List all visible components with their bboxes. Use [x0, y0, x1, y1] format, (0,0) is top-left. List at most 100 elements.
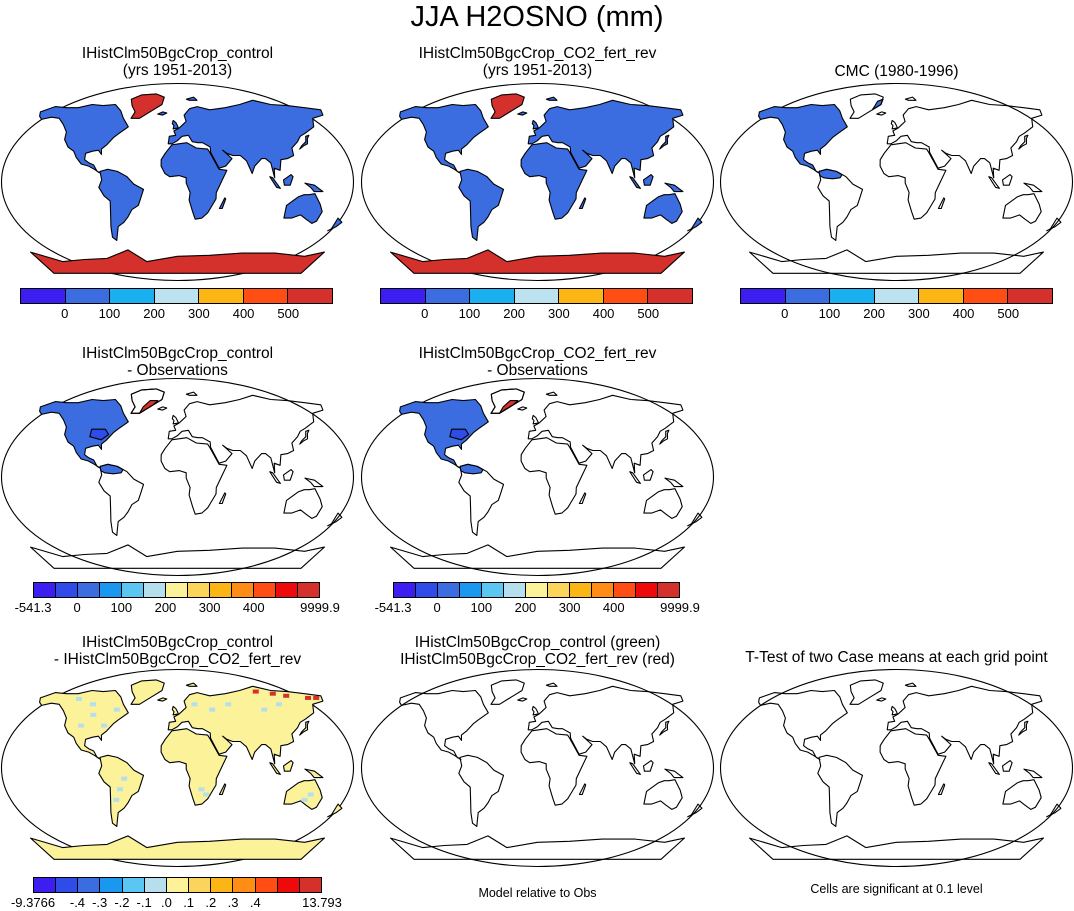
colorbar-swatch	[460, 583, 482, 597]
colorbar-swatch	[154, 289, 200, 303]
landmass-iceland	[517, 111, 528, 116]
anomaly-cell	[261, 707, 268, 712]
colorbar-swatch	[243, 289, 289, 303]
landmass-eurasia	[886, 685, 1043, 765]
landmass-greenland	[490, 388, 525, 414]
colorbar-swatch	[122, 583, 144, 597]
landmass-iceland	[876, 697, 887, 702]
map-ttest	[719, 668, 1074, 868]
colorbar-swatch	[438, 583, 460, 597]
colorbar-tick-label: 200	[514, 600, 537, 615]
colorbar-tick-label: 400	[602, 600, 625, 615]
colorbar-tick-label: -.3	[92, 895, 108, 910]
colorbar-swatch	[254, 583, 276, 597]
colorbar-tick-label: 300	[907, 306, 930, 321]
landmass-svalbard	[185, 96, 198, 101]
colorbar-swatch	[592, 583, 614, 597]
anomaly-cell	[121, 776, 128, 781]
landmass-greenland	[849, 679, 884, 705]
landmass-madagascar	[218, 197, 227, 210]
landmass-africa	[879, 142, 947, 220]
landmass-japan	[1018, 720, 1029, 736]
colorbar-swatch	[211, 878, 234, 892]
landmass-eurasia	[167, 685, 324, 765]
landmass-newzealand	[687, 803, 703, 818]
landmass-sumatra	[269, 471, 281, 484]
landmass-borneo	[642, 174, 654, 186]
landmass-eurasia	[527, 394, 684, 474]
colorbar-swatch	[78, 878, 101, 892]
landmass-japan	[299, 720, 310, 736]
colorbar-tick-label: 13.793	[302, 895, 342, 910]
colorbar-swatch	[526, 583, 548, 597]
colorbar-swatch	[614, 583, 636, 597]
panel-title-line2: - IHistClm50BgcCrop_CO2_fert_rev	[53, 651, 302, 668]
colorbar-swatch	[470, 289, 515, 303]
colorbar-swatch	[874, 289, 920, 303]
anomaly-cell-positive	[283, 693, 290, 698]
colorbar-tick-label: 500	[277, 306, 300, 321]
anomaly-cell-positive	[313, 695, 320, 700]
colorbar-tick-label: 500	[637, 306, 660, 321]
colorbar-swatch	[21, 289, 66, 303]
colorbar-swatch	[504, 583, 526, 597]
panel-title-control-obs: IHistClm50BgcCrop_control - Observations	[0, 345, 355, 379]
panel-title-line1: IHistClm50BgcCrop_CO2_fert_rev	[418, 345, 657, 362]
colorbar-swatch	[830, 289, 875, 303]
landmass-uk	[531, 414, 539, 425]
colorbar-tick-label: -541.3	[14, 600, 52, 615]
colorbar-swatch	[144, 878, 167, 892]
landmass-greenland	[490, 679, 525, 705]
landmass-eurasia	[527, 99, 684, 179]
colorbar-swatch	[34, 878, 57, 892]
landmass-uk	[171, 414, 179, 425]
colorbar-swatch	[56, 878, 79, 892]
anomaly-cell	[225, 702, 232, 707]
map-cmc	[719, 82, 1074, 282]
anomaly-cell	[116, 787, 123, 792]
landmass-australia	[643, 193, 683, 224]
colorbar-tick-label: .2	[205, 895, 217, 910]
colorbar-tick-label: 400	[952, 306, 975, 321]
colorbar-tick-label: 0	[781, 306, 789, 321]
landmass-sumatra	[269, 176, 281, 189]
colorbar-swatch	[648, 289, 693, 303]
colorbar-tick-label: 0	[61, 306, 69, 321]
landmass-uk	[531, 705, 539, 716]
landmass-newzealand	[1046, 217, 1062, 232]
landmass-madagascar	[937, 783, 946, 796]
panel-title-line2: (yrs 1951-2013)	[122, 62, 233, 79]
anomaly-cell	[89, 702, 96, 707]
landmass-antarctica	[390, 249, 685, 274]
landmass-newzealand	[687, 512, 703, 527]
colorbar-cmc	[740, 288, 1053, 304]
colorbar-swatch	[741, 289, 786, 303]
panel-title-cmc: CMC (1980-1996)	[719, 63, 1074, 80]
colorbar-swatch	[110, 289, 155, 303]
landmass-australia	[283, 779, 323, 810]
landmass-northAmerica	[399, 103, 489, 175]
colorbar-tick-label: 9999.9	[300, 600, 340, 615]
landmass-eurasia	[886, 99, 1043, 179]
colorbar-tick-label: 400	[232, 306, 255, 321]
colorbar-swatch	[514, 289, 560, 303]
colorbar-swatch	[482, 583, 504, 597]
colorbar-swatch	[785, 289, 831, 303]
map-control	[0, 82, 355, 282]
colorbar-co2	[380, 288, 693, 304]
colorbar-co2-obs	[393, 582, 680, 598]
colorbar-tick-label: 100	[818, 306, 841, 321]
colorbar-tick-label: .3	[227, 895, 239, 910]
landmass-eurasia	[527, 685, 684, 765]
panel-title-line1: IHistClm50BgcCrop_control	[81, 45, 274, 62]
landmass-japan	[659, 134, 670, 150]
landmass-newguinea	[304, 477, 324, 488]
landmass-australia	[643, 488, 683, 519]
anomaly-cell-positive	[252, 689, 259, 694]
colorbar-control	[20, 288, 333, 304]
landmass-northAmerica	[39, 103, 129, 175]
landmass-australia	[283, 193, 323, 224]
panel-title-co2-obs: IHistClm50BgcCrop_CO2_fert_rev - Observa…	[360, 345, 715, 379]
landmass-eurasia	[167, 99, 324, 179]
landmass-borneo	[642, 760, 654, 772]
